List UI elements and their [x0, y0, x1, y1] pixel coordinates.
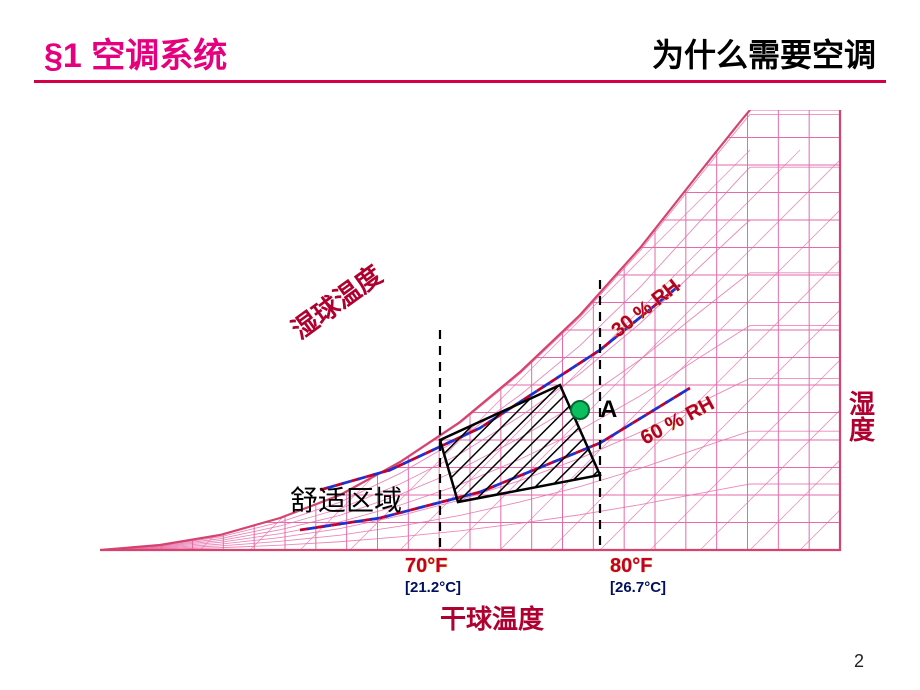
- svg-text:[21.2°C]: [21.2°C]: [405, 579, 461, 596]
- section-name: 空调系统: [91, 37, 227, 75]
- svg-text:舒适区域: 舒适区域: [290, 485, 402, 517]
- svg-text:干球温度: 干球温度: [440, 604, 544, 634]
- svg-text:80°F: 80°F: [610, 555, 652, 577]
- point-a: A: [571, 396, 617, 423]
- page-subtitle: 为什么需要空调: [652, 30, 876, 76]
- svg-text:A: A: [600, 396, 617, 423]
- section-number: §1: [44, 37, 82, 75]
- svg-text:[26.7°C]: [26.7°C]: [610, 579, 666, 596]
- psychrometric-chart: 30 % RH60 % RH 70°F[21.2°C]80°F[26.7°C] …: [40, 110, 880, 650]
- svg-text:70°F: 70°F: [405, 555, 447, 577]
- section-title: §1 空调系统: [44, 28, 227, 77]
- svg-text:30 % RH: 30 % RH: [608, 275, 685, 342]
- svg-text:湿度: 湿度: [846, 390, 875, 443]
- svg-text:湿球温度: 湿球温度: [286, 259, 388, 344]
- page-number: 2: [854, 651, 864, 672]
- title-underline: [34, 80, 886, 83]
